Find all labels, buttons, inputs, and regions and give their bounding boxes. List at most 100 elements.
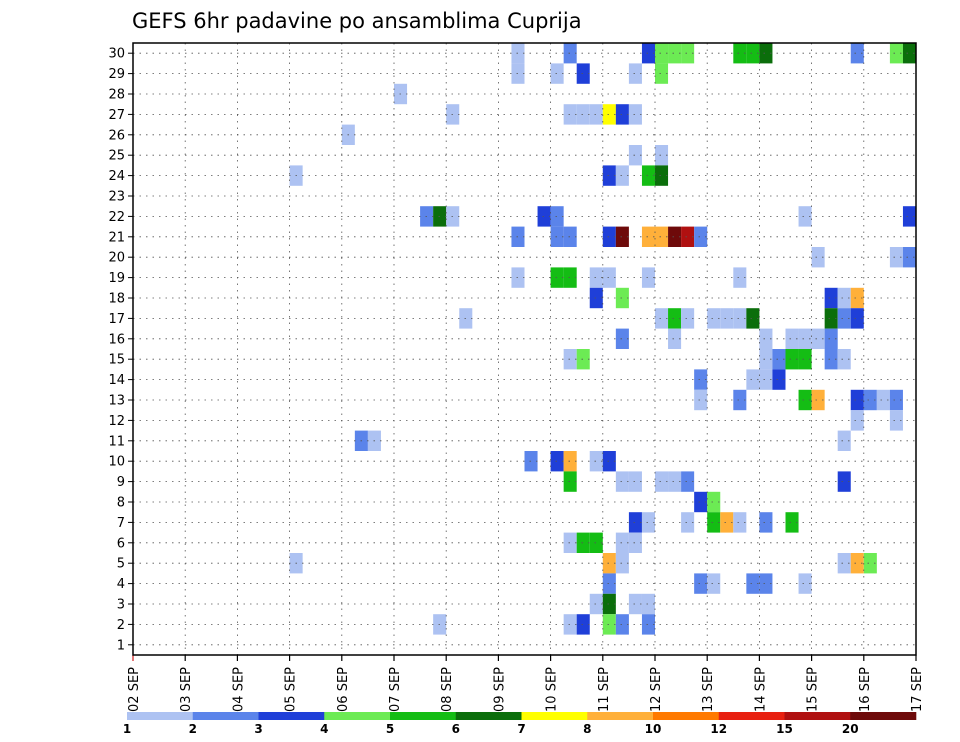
x-tick-label: 07 SEP xyxy=(388,667,403,712)
y-tick-label: 24 xyxy=(108,169,125,184)
x-axis-ticks: 02 SEP 03 SEP 04 SEP 05 SEP 06 SEP 07 SEP 08 S… xyxy=(127,655,925,712)
heatmap-cell xyxy=(615,287,629,309)
colorbar-label: 6 xyxy=(452,722,460,736)
heatmap-cell xyxy=(602,614,616,635)
colorbar-label: 8 xyxy=(583,722,591,736)
heatmap-cell xyxy=(628,532,642,553)
heatmap-cell xyxy=(681,43,695,64)
y-tick-label: 20 xyxy=(108,251,125,266)
heatmap-cell xyxy=(628,593,642,615)
heatmap-cell xyxy=(550,63,564,84)
heatmap-cell xyxy=(550,451,564,472)
heatmap-cell xyxy=(563,43,577,64)
x-tick-label: 17 SEP xyxy=(910,667,925,712)
heatmap-cell xyxy=(589,593,603,615)
y-tick-label: 2 xyxy=(117,618,125,633)
heatmap-cell xyxy=(707,573,721,594)
colorbar-label: 5 xyxy=(386,722,394,736)
heatmap-cell xyxy=(628,63,642,84)
heatmap-cell xyxy=(641,267,655,288)
heatmap-cell xyxy=(641,593,655,615)
y-tick-label: 11 xyxy=(108,434,125,449)
colorbar-swatch xyxy=(587,712,654,720)
x-tick-label: 15 SEP xyxy=(806,667,821,712)
heatmap-cell xyxy=(850,553,864,574)
heatmap-cell xyxy=(602,593,616,615)
colorbar-label: 4 xyxy=(320,722,328,736)
y-tick-label: 21 xyxy=(108,230,125,245)
heatmap-cell xyxy=(602,267,616,288)
y-tick-label: 9 xyxy=(117,475,125,490)
heatmap-cell xyxy=(837,308,851,329)
heatmap-cell xyxy=(811,328,825,349)
heatmap-cell xyxy=(615,532,629,553)
heatmap-cell xyxy=(850,287,864,309)
heatmap-cell xyxy=(681,512,695,533)
heatmap-cell xyxy=(733,512,747,533)
heatmap-cell xyxy=(798,573,812,594)
heatmap-cell xyxy=(746,573,760,594)
y-tick-label: 10 xyxy=(108,455,125,470)
colorbar-swatch xyxy=(127,712,194,720)
heatmap-cell xyxy=(824,349,838,370)
y-tick-label: 18 xyxy=(108,292,125,307)
heatmap-cell xyxy=(850,389,864,411)
heatmap-cells xyxy=(289,43,916,635)
heatmap-cell xyxy=(602,573,616,594)
x-tick-label: 04 SEP xyxy=(231,667,246,712)
heatmap-cell xyxy=(850,410,864,431)
heatmap-cell xyxy=(707,308,721,329)
y-tick-label: 27 xyxy=(108,108,125,123)
heatmap-cell xyxy=(694,369,708,390)
heatmap-cell xyxy=(746,308,760,329)
heatmap-cell xyxy=(655,63,669,84)
heatmap-cell xyxy=(902,43,916,64)
x-tick-label: 06 SEP xyxy=(336,667,351,712)
colorbar-swatch xyxy=(521,712,588,720)
y-tick-label: 28 xyxy=(108,88,125,103)
heatmap-cell xyxy=(746,43,760,64)
heatmap-cell xyxy=(772,349,786,370)
colorbar-swatch xyxy=(192,712,259,720)
heatmap-cell xyxy=(576,532,590,553)
heatmap-cell xyxy=(655,43,669,64)
heatmap-cell xyxy=(615,328,629,349)
y-tick-label: 6 xyxy=(117,536,125,551)
x-tick-label: 03 SEP xyxy=(179,667,194,712)
heatmap-cell xyxy=(759,573,773,594)
x-tick-label: 12 SEP xyxy=(649,667,664,712)
heatmap-cell xyxy=(811,247,825,268)
y-tick-label: 8 xyxy=(117,496,125,511)
x-tick-label: 16 SEP xyxy=(858,667,873,712)
heatmap-cell xyxy=(615,614,629,635)
plot-frame xyxy=(132,42,917,656)
y-tick-label: 29 xyxy=(108,67,125,82)
heatmap-cell xyxy=(589,451,603,472)
heatmap-cell xyxy=(550,267,564,288)
heatmap-cell xyxy=(759,43,773,64)
heatmap-cell xyxy=(524,451,538,472)
colorbar-label: 20 xyxy=(842,722,859,736)
heatmap-cell xyxy=(563,471,577,492)
y-axis-ticks: 1234567891011121314151617181920212223242… xyxy=(108,47,133,653)
heatmap-cell xyxy=(576,614,590,635)
heatmap-cell xyxy=(694,491,708,513)
heatmap-cell xyxy=(798,349,812,370)
heatmap-cell xyxy=(707,491,721,513)
heatmap-cell xyxy=(785,349,799,370)
heatmap-cell xyxy=(733,389,747,411)
heatmap-cell xyxy=(746,369,760,390)
heatmap-cell xyxy=(824,328,838,349)
heatmap-cell xyxy=(759,512,773,533)
y-tick-label: 12 xyxy=(108,414,125,429)
heatmap-cell xyxy=(759,328,773,349)
grid-lines xyxy=(133,43,916,655)
heatmap-cell xyxy=(589,267,603,288)
x-tick-label: 10 SEP xyxy=(545,667,560,712)
heatmap-cell xyxy=(563,451,577,472)
heatmap-cell xyxy=(850,308,864,329)
heatmap-cell xyxy=(863,553,877,574)
colorbar-swatch xyxy=(784,712,851,720)
heatmap-cell xyxy=(733,308,747,329)
